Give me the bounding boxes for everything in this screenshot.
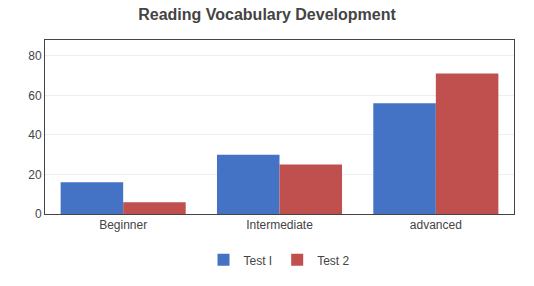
- svg-text:20: 20: [28, 168, 42, 182]
- svg-text:advanced: advanced: [410, 218, 462, 232]
- svg-text:Test I: Test I: [244, 254, 273, 268]
- svg-text:Beginner: Beginner: [99, 218, 147, 232]
- svg-text:Reading Vocabulary Development: Reading Vocabulary Development: [138, 6, 396, 23]
- svg-text:80: 80: [28, 49, 42, 63]
- svg-text:40: 40: [28, 128, 42, 142]
- svg-text:60: 60: [28, 89, 42, 103]
- svg-text:0: 0: [35, 207, 42, 221]
- svg-text:Test 2: Test 2: [317, 254, 349, 268]
- svg-text:Intermediate: Intermediate: [246, 218, 313, 232]
